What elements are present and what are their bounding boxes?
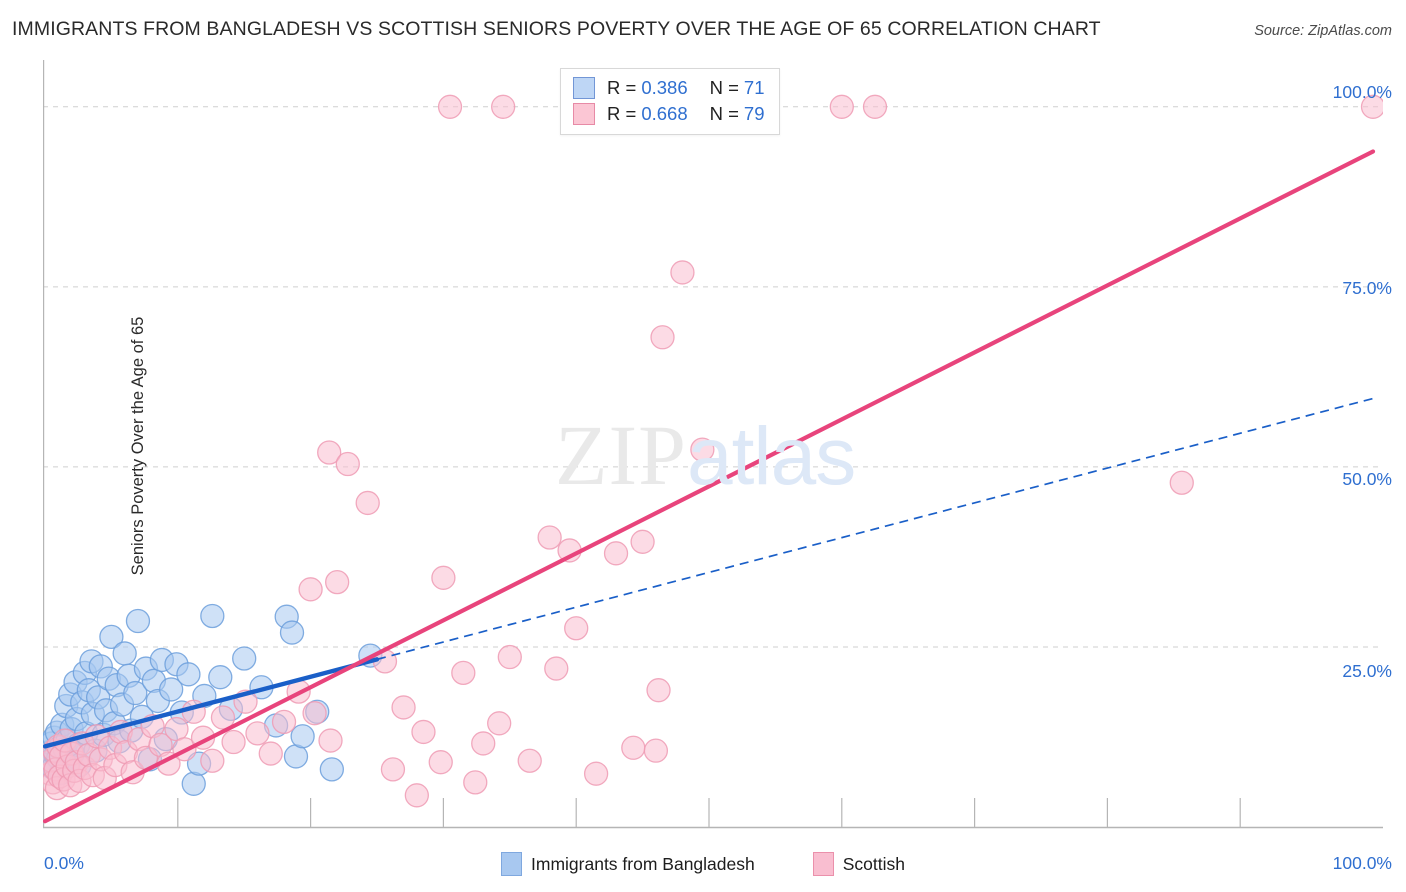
data-point-scottish (431, 565, 456, 590)
series-legend: Immigrants from Bangladesh Scottish (0, 852, 1406, 876)
data-point-scottish (517, 748, 542, 773)
x-tick-min: 0.0% (44, 853, 84, 873)
page-title: IMMIGRANTS FROM BANGLADESH VS SCOTTISH S… (12, 18, 1101, 40)
legend-r-label-blue: R = (607, 77, 637, 98)
data-point-scottish (650, 325, 675, 350)
data-point-bangladesh (283, 744, 309, 769)
legend-n-label-pink: N = (709, 103, 739, 124)
data-point-scottish (437, 94, 463, 119)
data-point-bangladesh (290, 724, 315, 749)
data-point-bangladesh (279, 620, 305, 645)
data-point-scottish (537, 525, 562, 550)
data-point-bangladesh (176, 662, 201, 687)
legend-n-value-blue: 71 (743, 77, 765, 98)
data-point-scottish (1360, 94, 1383, 119)
data-point-scottish (271, 709, 297, 735)
data-point-scottish (318, 728, 343, 753)
data-point-scottish (583, 761, 609, 786)
data-point-scottish (404, 783, 429, 808)
y-tick-100: 100.0% (1332, 82, 1392, 102)
data-point-bangladesh (232, 646, 257, 671)
data-point-scottish (646, 678, 671, 703)
legend-row-blue: R = 0.386 N = 71 (573, 75, 765, 101)
trendline-scottish (43, 149, 1376, 824)
data-point-scottish (451, 660, 476, 686)
data-point-scottish (411, 719, 436, 745)
series-legend-item-bangladesh[interactable]: Immigrants from Bangladesh (501, 852, 755, 876)
series-legend-item-scottish[interactable]: Scottish (812, 852, 905, 876)
data-point-scottish (200, 748, 225, 773)
source-attribution: Source: ZipAtlas.com (1254, 23, 1392, 39)
series-swatch-pink (812, 852, 834, 876)
legend-swatch-blue (573, 77, 595, 99)
data-point-scottish (643, 738, 669, 763)
legend-r-value-pink: 0.668 (641, 103, 688, 124)
data-point-scottish (221, 729, 246, 755)
series-label-scottish: Scottish (842, 853, 905, 874)
scatter-svg (43, 60, 1383, 829)
data-point-scottish (1169, 470, 1194, 495)
data-point-scottish (325, 569, 350, 595)
legend-swatch-pink (573, 103, 595, 125)
data-point-scottish (690, 437, 715, 462)
data-point-scottish (245, 721, 270, 746)
data-point-scottish (317, 440, 342, 465)
data-point-bangladesh (112, 641, 137, 666)
data-point-scottish (210, 705, 236, 730)
data-point-scottish (391, 695, 416, 720)
data-point-bangladesh (123, 680, 148, 706)
plot-area (43, 60, 1383, 832)
legend-r-value-blue: 0.386 (641, 77, 688, 98)
data-point-scottish (380, 757, 406, 782)
data-point-scottish (258, 741, 283, 766)
data-point-scottish (491, 94, 516, 119)
legend-r-label-pink: R = (607, 103, 637, 124)
data-point-scottish (630, 529, 655, 554)
y-tick-50: 50.0% (1342, 469, 1392, 489)
data-point-bangladesh (208, 665, 233, 690)
legend-n-label-blue: N = (709, 77, 739, 98)
y-tick-75: 75.0% (1342, 278, 1392, 298)
data-point-scottish (487, 711, 512, 736)
series-swatch-blue (501, 852, 523, 876)
data-point-bangladesh (181, 771, 206, 796)
legend-n-value-pink: 79 (743, 103, 765, 124)
data-point-scottish (302, 701, 327, 726)
data-point-scottish (428, 750, 453, 775)
data-point-scottish (621, 735, 646, 760)
data-point-scottish (355, 490, 380, 516)
y-tick-25: 25.0% (1342, 661, 1392, 681)
points-layer (43, 94, 1383, 808)
trendline-bangladesh-solid (43, 657, 380, 749)
trendline-bangladesh-dashed (376, 397, 1374, 661)
data-point-scottish (603, 541, 629, 566)
data-point-scottish (544, 656, 569, 681)
data-point-bangladesh (99, 624, 124, 650)
x-tick-max: 100.0% (1332, 853, 1392, 873)
data-point-bangladesh (319, 757, 344, 782)
data-point-scottish (471, 731, 496, 756)
trendlines-layer (43, 149, 1376, 824)
data-point-bangladesh (125, 608, 151, 634)
data-point-scottish (463, 770, 488, 795)
data-point-scottish (670, 260, 695, 285)
legend-row-pink: R = 0.668 N = 79 (573, 101, 765, 127)
data-point-scottish (335, 451, 360, 477)
data-point-scottish (564, 616, 589, 641)
data-point-scottish (298, 577, 323, 602)
data-point-scottish (862, 94, 888, 119)
data-point-scottish (497, 644, 522, 670)
correlation-legend: R = 0.386 N = 71 R = 0.668 N = 79 (560, 68, 780, 135)
data-point-bangladesh (200, 603, 225, 629)
data-point-scottish (829, 94, 854, 119)
data-point-bangladesh (159, 677, 184, 702)
series-label-bangladesh: Immigrants from Bangladesh (531, 853, 755, 874)
